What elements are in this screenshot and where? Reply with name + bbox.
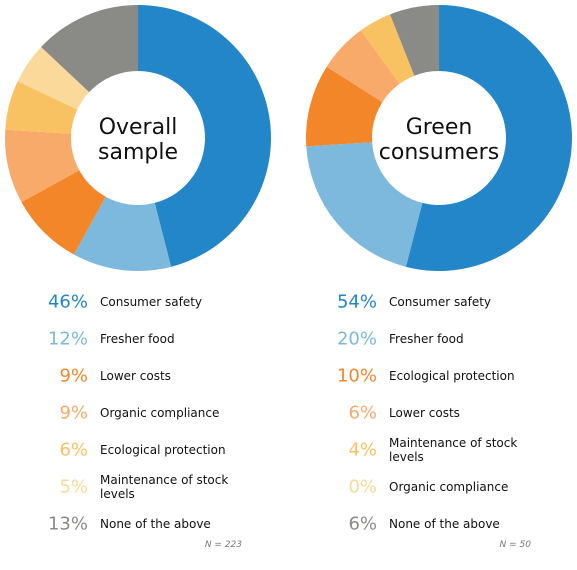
legend-item: 10% Ecological protection xyxy=(289,358,577,394)
legend-item: 6% None of the above xyxy=(289,506,577,542)
donut-slice-2 xyxy=(306,66,383,147)
legend-item: 6% Ecological protection xyxy=(0,432,288,468)
legend-label: Consumer safety xyxy=(389,295,492,309)
legend-label: Organic compliance xyxy=(100,406,220,420)
legend-label: Lower costs xyxy=(100,369,171,383)
center-title-line-2: consumers xyxy=(379,140,499,165)
legend-item: 54% Consumer safety xyxy=(289,284,577,320)
legend-label: Lower costs xyxy=(389,406,460,420)
legend-item: 5% Maintenance of stock levels xyxy=(0,469,288,505)
donut-slice-1 xyxy=(306,142,423,267)
legend-percentage: 4% xyxy=(348,439,377,461)
donut-slice-6 xyxy=(390,5,439,76)
donut-chart-green: Green consumers xyxy=(306,5,572,271)
legend-percentage: 6% xyxy=(348,513,377,535)
legend-percentage: 12% xyxy=(47,328,88,350)
donut-panel-overall: Overall sample 46% Consumer safety 12% Fres… xyxy=(0,0,288,570)
legend-label: Maintenance of stock levels xyxy=(389,436,518,464)
legend-percentage: 20% xyxy=(336,328,377,350)
legend-percentage: 10% xyxy=(336,365,377,387)
legend-percentage: 46% xyxy=(47,291,88,313)
sample-size-label: N = 223 xyxy=(204,540,242,550)
donut-slice-5 xyxy=(17,46,90,110)
legend-percentage: 9% xyxy=(59,365,88,387)
legend-item: 9% Organic compliance xyxy=(0,395,288,431)
donut-slice-3 xyxy=(5,129,80,203)
legend-label: None of the above xyxy=(389,517,500,531)
donut-slice-6 xyxy=(41,5,138,93)
donut-slice-4 xyxy=(5,81,78,134)
legend-label: Ecological protection xyxy=(100,443,226,457)
legend-percentage: 9% xyxy=(59,402,88,424)
legend-percentage: 6% xyxy=(59,439,88,461)
donut-slice-2 xyxy=(21,170,106,255)
legend-label: Fresher food xyxy=(100,332,175,346)
legend-item: 46% Consumer safety xyxy=(0,284,288,320)
donut-slice-4 xyxy=(360,14,415,84)
legend-item: 20% Fresher food xyxy=(289,321,577,357)
legend-item: 13% None of the above xyxy=(0,506,288,542)
legend-label: Organic compliance xyxy=(389,480,509,494)
center-title-line-1: Overall xyxy=(99,115,178,140)
legend-percentage: 0% xyxy=(348,476,377,498)
center-title-line-2: sample xyxy=(98,140,178,165)
donut-slice-3 xyxy=(326,30,400,103)
legend-percentage: 13% xyxy=(47,513,88,535)
legend-label: Maintenance of stock levels xyxy=(100,473,229,501)
legend-percentage: 6% xyxy=(348,402,377,424)
legend-label: Fresher food xyxy=(389,332,464,346)
legend-item: 9% Lower costs xyxy=(0,358,288,394)
legend-label: Ecological protection xyxy=(389,369,515,383)
legend-percentage: 54% xyxy=(336,291,377,313)
legend-item: 4% Maintenance of stock levels xyxy=(289,432,577,468)
legend-label: None of the above xyxy=(100,517,211,531)
legend-item: 12% Fresher food xyxy=(0,321,288,357)
legend-label: Consumer safety xyxy=(100,295,203,309)
donut-panel-green: Green consumers 54% Consumer safety 20% Fre… xyxy=(289,0,577,570)
center-title-line-1: Green xyxy=(406,115,473,140)
legend-percentage: 5% xyxy=(59,476,88,498)
donut-slice-0 xyxy=(405,5,572,271)
sample-size-label: N = 50 xyxy=(499,540,531,550)
donut-chart-overall: Overall sample xyxy=(5,5,272,271)
donut-slice-1 xyxy=(73,196,172,271)
legend-item: 0% Organic compliance xyxy=(289,469,577,505)
legend-item: 6% Lower costs xyxy=(289,395,577,431)
donut-slice-0 xyxy=(138,5,272,267)
